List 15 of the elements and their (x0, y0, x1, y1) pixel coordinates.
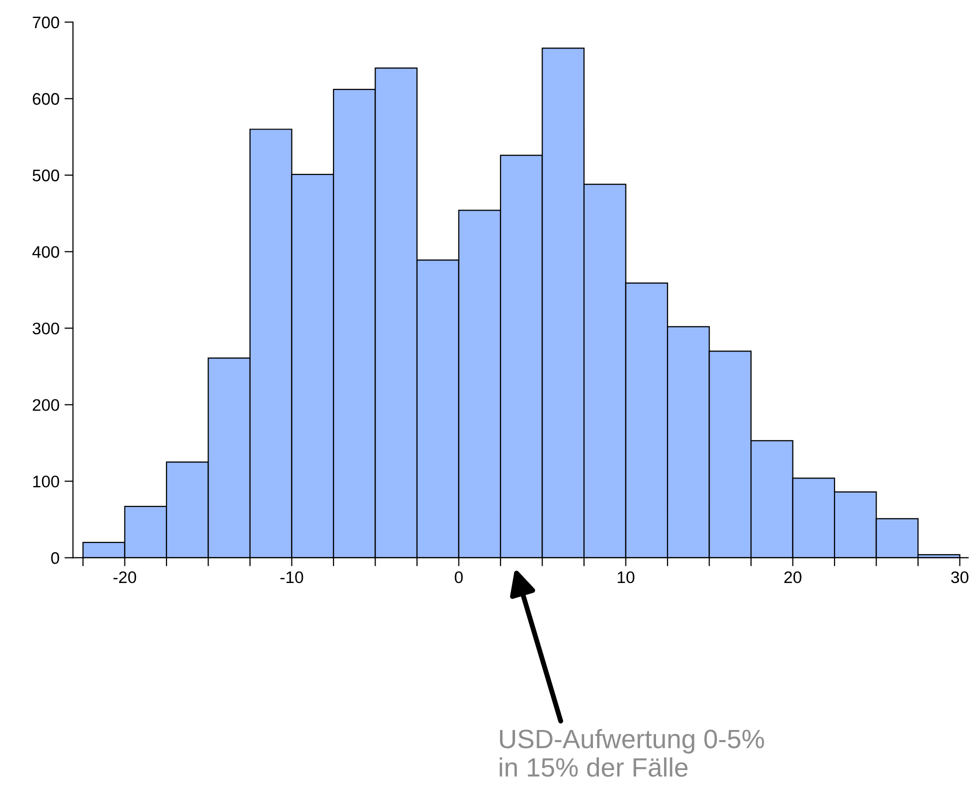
y-tick-label: 600 (32, 93, 60, 105)
y-tick-label: 100 (33, 476, 60, 488)
y-tick-label: 500 (32, 170, 60, 182)
y-tick-label: 200 (32, 399, 60, 411)
x-tick-label: 10 (618, 571, 634, 584)
y-tick-label: 0 (51, 552, 60, 564)
y-tick-label: 700 (32, 16, 60, 28)
x-tick-label: -20 (113, 571, 136, 584)
x-tick-label: 30 (951, 571, 968, 584)
y-tick-label: 300 (32, 322, 60, 334)
text: USD-Aufwertung 0-5% in 15% der Fälle (500, 729, 764, 777)
x-tick-label: 0 (454, 571, 463, 584)
x-tick-label: 20 (784, 571, 802, 584)
y-tick-label: 400 (32, 246, 60, 258)
x-tick-label: -10 (280, 571, 304, 584)
